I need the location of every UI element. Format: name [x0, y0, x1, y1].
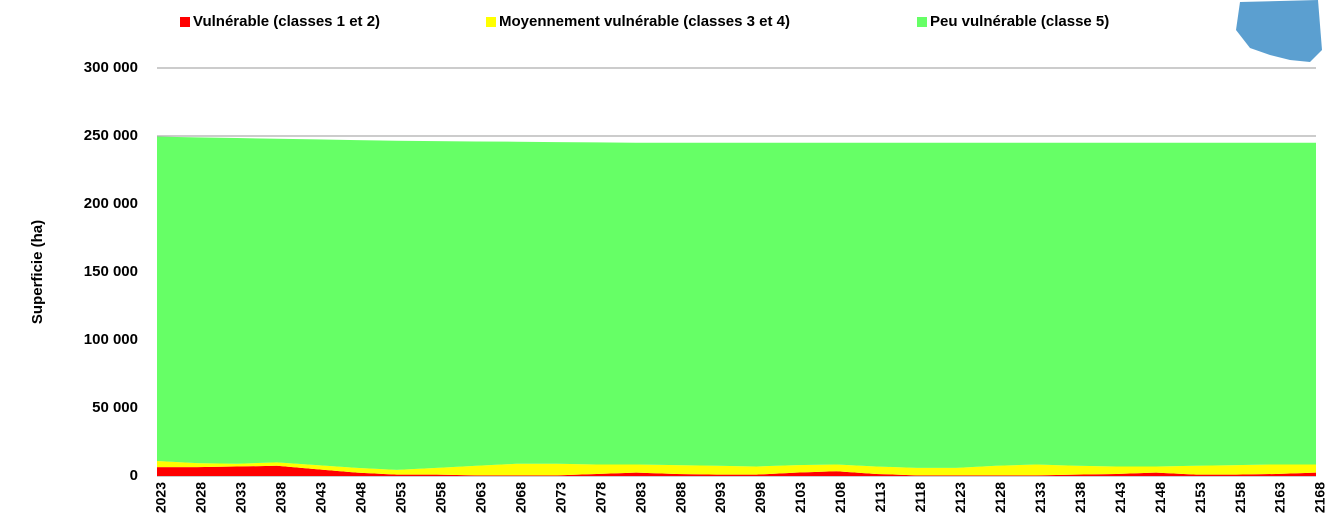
x-tick-label: 2168 [1312, 482, 1328, 513]
x-tick-label: 2028 [193, 482, 209, 513]
x-tick-label: 2143 [1112, 482, 1128, 513]
x-tick-label: 2108 [832, 482, 848, 513]
y-tick-label: 100 000 [84, 331, 138, 348]
x-tick-label: 2088 [672, 482, 688, 513]
area [157, 136, 1316, 470]
legend-swatch [917, 17, 927, 27]
y-tick-label: 200 000 [84, 195, 138, 212]
legend-label: Moyennement vulnérable (classes 3 et 4) [499, 13, 790, 30]
x-tick-label: 2133 [1032, 482, 1048, 513]
x-tick-label: 2128 [992, 482, 1008, 513]
x-tick-label: 2043 [313, 482, 329, 513]
x-tick-label: 2098 [752, 482, 768, 513]
x-tick-label: 2048 [353, 482, 369, 513]
x-tick-label: 2068 [512, 482, 528, 513]
legend-label: Peu vulnérable (classe 5) [930, 13, 1109, 30]
x-tick-label: 2083 [632, 482, 648, 513]
map-icon [1236, 0, 1322, 62]
x-tick-label: 2103 [792, 482, 808, 513]
x-tick-label: 2038 [273, 482, 289, 513]
x-tick-label: 2093 [712, 482, 728, 513]
y-tick-label: 0 [130, 467, 138, 484]
y-tick-label: 150 000 [84, 263, 138, 280]
x-tick-label: 2078 [592, 482, 608, 513]
x-tick-label: 2063 [472, 482, 488, 513]
legend-swatch [180, 17, 190, 27]
y-tick-label: 50 000 [92, 399, 138, 416]
area [157, 461, 1316, 476]
x-tick-label: 2053 [392, 482, 408, 513]
x-tick-label: 2163 [1272, 482, 1288, 513]
x-tick-label: 2153 [1192, 482, 1208, 513]
x-tick-label: 2148 [1152, 482, 1168, 513]
x-tick-label: 2158 [1232, 482, 1248, 513]
legend-label: Vulnérable (classes 1 et 2) [193, 13, 380, 30]
y-axis-label: Superficie (ha) [29, 220, 46, 324]
x-tick-label: 2023 [153, 482, 169, 513]
legend-swatch [486, 17, 496, 27]
x-tick-label: 2058 [432, 482, 448, 513]
x-tick-label: 2118 [912, 482, 928, 513]
x-tick-label: 2033 [233, 482, 249, 513]
area [157, 465, 1316, 476]
x-tick-label: 2138 [1072, 482, 1088, 513]
x-tick-label: 2073 [552, 482, 568, 513]
y-tick-label: 300 000 [84, 59, 138, 76]
y-tick-label: 250 000 [84, 127, 138, 144]
x-tick-label: 2113 [872, 482, 888, 513]
x-tick-label: 2123 [952, 482, 968, 513]
